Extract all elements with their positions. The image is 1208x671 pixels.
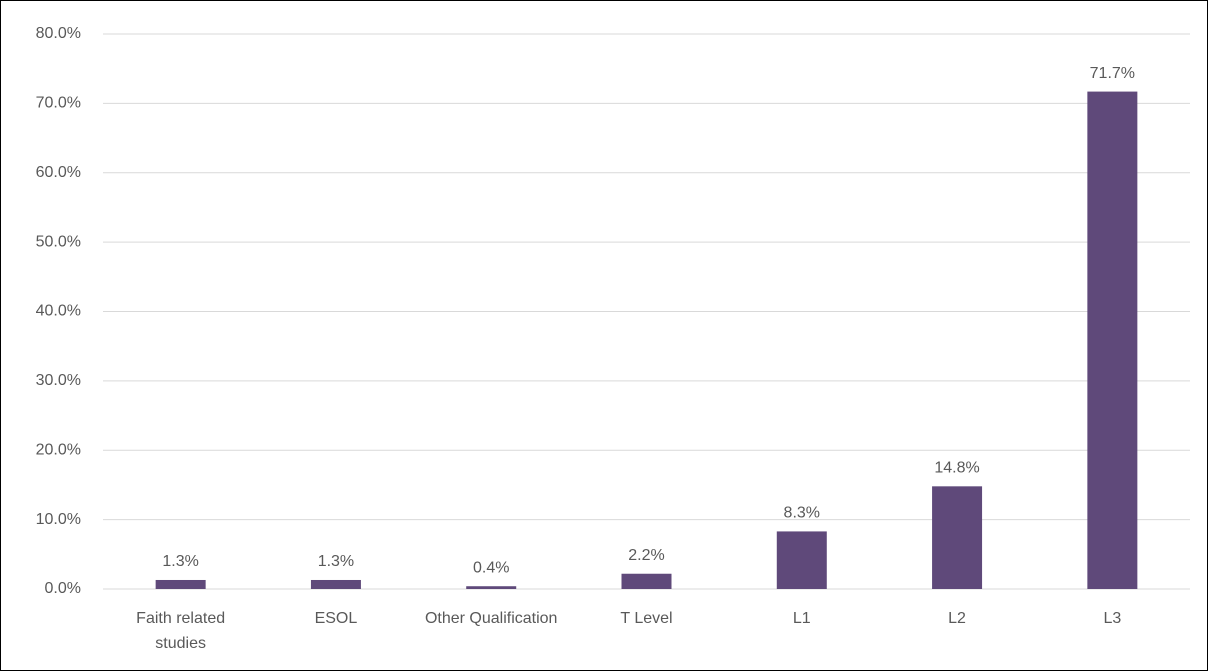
x-tick-label: L3 bbox=[1103, 610, 1122, 627]
data-label: 1.3% bbox=[162, 553, 198, 570]
bar bbox=[310, 579, 361, 589]
data-label: 1.3% bbox=[318, 553, 354, 570]
x-tick-label: L1 bbox=[792, 610, 811, 627]
x-tick-label: T Level bbox=[620, 610, 673, 627]
data-label: 2.2% bbox=[628, 547, 664, 564]
x-tick-label: ESOL bbox=[314, 610, 358, 627]
y-tick-label: 70.0% bbox=[36, 95, 81, 112]
data-label: 71.7% bbox=[1090, 65, 1135, 82]
y-tick-label: 80.0% bbox=[36, 25, 81, 42]
y-tick-label: 10.0% bbox=[36, 511, 81, 528]
y-tick-label: 20.0% bbox=[36, 441, 81, 458]
data-label: 8.3% bbox=[784, 505, 820, 522]
y-tick-label: 30.0% bbox=[36, 372, 81, 389]
bar bbox=[466, 586, 517, 589]
y-tick-label: 40.0% bbox=[36, 303, 81, 320]
bar bbox=[621, 573, 672, 589]
x-tick-label: Other Qualification bbox=[424, 610, 558, 627]
bar bbox=[155, 579, 206, 589]
bar bbox=[776, 531, 827, 589]
bar bbox=[1087, 91, 1138, 590]
y-tick-label: 50.0% bbox=[36, 233, 81, 250]
y-tick-label: 60.0% bbox=[36, 164, 81, 181]
x-tick-label: Faith related studies bbox=[136, 610, 226, 652]
x-tick-label: L2 bbox=[948, 610, 966, 627]
bar bbox=[932, 486, 983, 589]
data-label: 14.8% bbox=[934, 460, 979, 477]
data-label: 0.4% bbox=[473, 559, 509, 576]
y-tick-label: 0.0% bbox=[45, 580, 81, 597]
